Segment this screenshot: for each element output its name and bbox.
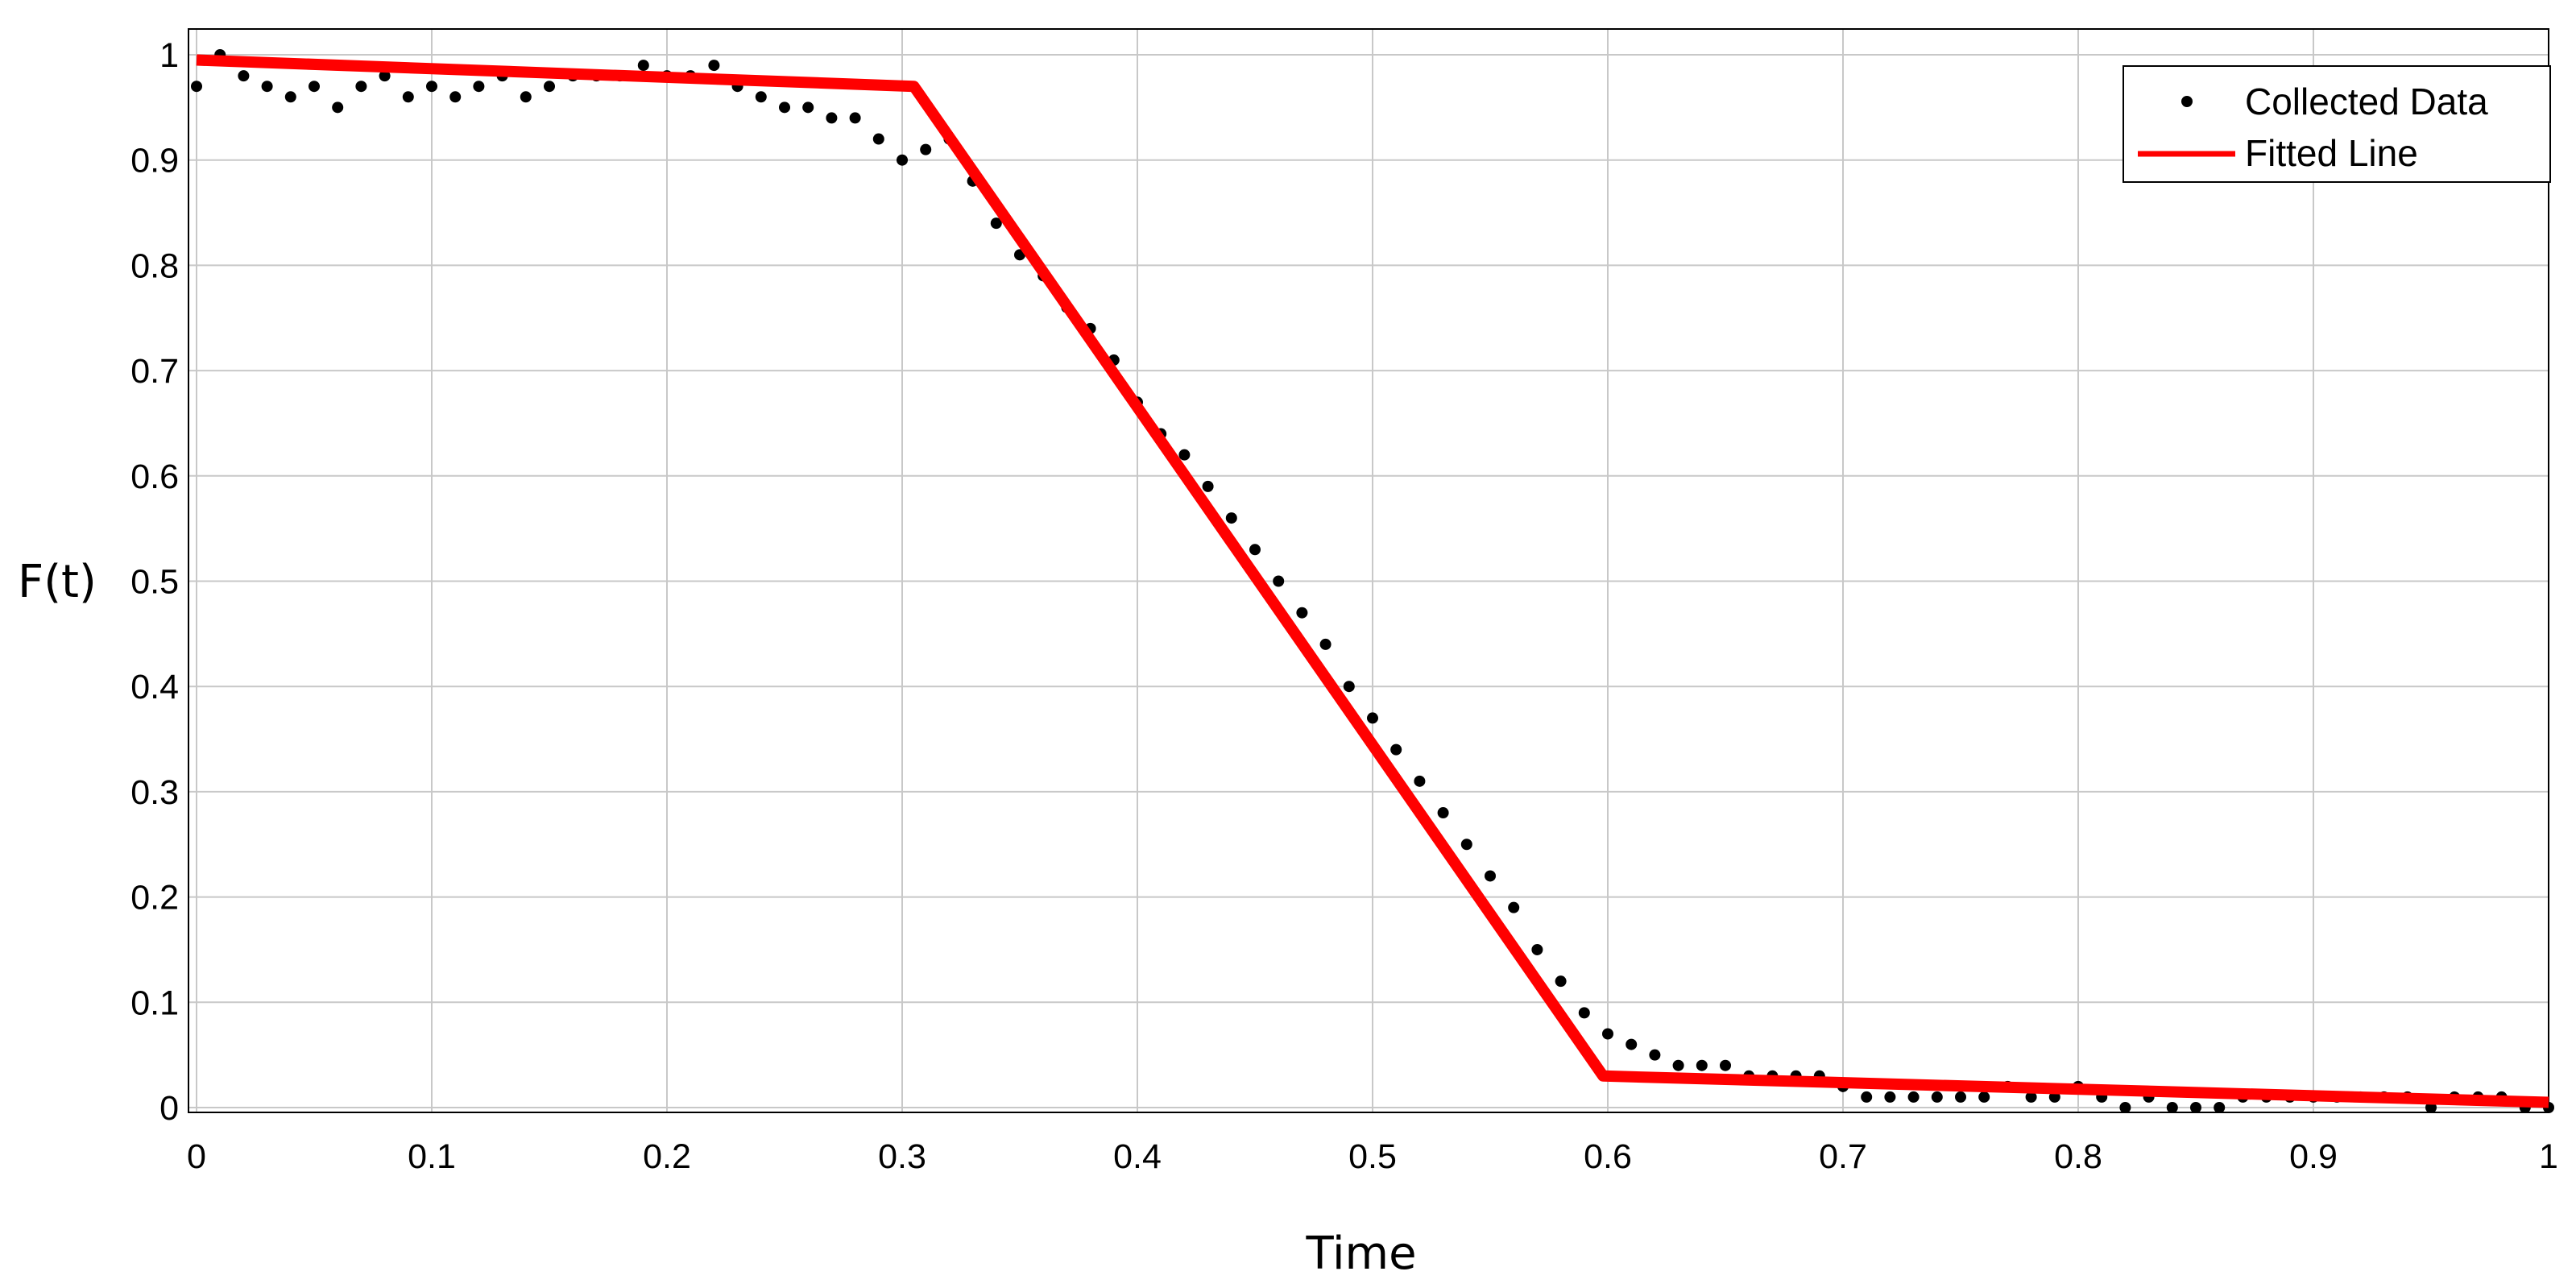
data-point xyxy=(2025,1091,2037,1103)
y-tick-label: 0.8 xyxy=(130,246,179,285)
data-point xyxy=(1414,775,1426,787)
legend-marker-collected-data xyxy=(2181,96,2193,107)
data-point xyxy=(1720,1059,1731,1071)
data-point xyxy=(544,81,555,93)
data-point xyxy=(872,133,884,145)
data-point xyxy=(2166,1102,2178,1113)
data-point xyxy=(1437,807,1449,819)
y-tick-label: 0.4 xyxy=(130,668,179,706)
x-tick-label: 0.3 xyxy=(878,1137,926,1176)
data-point xyxy=(238,70,250,82)
y-gridlines xyxy=(188,54,2549,1108)
data-point xyxy=(1696,1059,1708,1071)
data-point xyxy=(284,91,296,103)
plot-area xyxy=(188,29,2549,1112)
data-point xyxy=(1602,1028,1613,1040)
data-point xyxy=(1460,839,1472,851)
data-point xyxy=(708,60,720,72)
data-point xyxy=(755,91,767,103)
legend-label-fitted-line: Fitted Line xyxy=(2245,132,2418,174)
data-point xyxy=(379,70,391,82)
y-tick-label: 0.7 xyxy=(130,352,179,391)
data-point xyxy=(1672,1059,1684,1071)
data-point xyxy=(1508,901,1520,913)
data-point xyxy=(1296,607,1308,619)
x-tick-label: 0.7 xyxy=(1819,1137,1867,1176)
x-tick-label: 0.4 xyxy=(1113,1137,1162,1176)
data-point xyxy=(779,101,790,114)
y-tick-label: 0.3 xyxy=(130,773,179,812)
x-axis-title: Time xyxy=(1305,1228,1416,1280)
data-point xyxy=(1178,449,1191,461)
data-point xyxy=(920,143,932,155)
fitted-line-path xyxy=(196,54,2549,1108)
plot-border xyxy=(188,28,2549,1113)
data-point xyxy=(1225,512,1237,524)
y-tick-label: 0.1 xyxy=(130,984,179,1022)
data-point xyxy=(849,112,861,124)
data-point xyxy=(426,81,437,93)
data-point xyxy=(1978,1091,1990,1103)
data-point xyxy=(2214,1102,2226,1113)
data-point xyxy=(1343,681,1355,693)
data-point xyxy=(1249,544,1261,556)
x-tick-label: 0.6 xyxy=(1584,1137,1632,1176)
data-point xyxy=(449,91,462,103)
data-point xyxy=(637,60,649,72)
fitted-line-series xyxy=(196,54,2549,1108)
data-point xyxy=(1531,943,1543,955)
y-tick-label: 0.5 xyxy=(130,563,179,602)
x-tick-label: 0.8 xyxy=(2054,1137,2102,1176)
y-tick-labels: 0 0.1 0.2 0.3 0.4 0.5 0.6 0.7 0.8 0.9 1 xyxy=(130,36,179,1128)
data-point xyxy=(1907,1091,1920,1103)
y-tick-label: 0.9 xyxy=(130,142,179,180)
data-point xyxy=(473,81,485,93)
data-point xyxy=(1626,1038,1638,1050)
data-point xyxy=(1861,1091,1873,1103)
data-point xyxy=(990,217,1002,230)
data-point xyxy=(2119,1102,2131,1113)
data-point xyxy=(1649,1049,1661,1061)
data-point xyxy=(826,112,838,124)
y-tick-label: 0 xyxy=(159,1089,179,1128)
data-point xyxy=(1319,638,1331,650)
legend-label-collected-data: Collected Data xyxy=(2245,81,2488,122)
data-point xyxy=(1273,575,1285,587)
x-tick-label: 0.5 xyxy=(1348,1137,1397,1176)
data-point xyxy=(1555,975,1567,988)
data-point xyxy=(1202,480,1214,492)
data-point xyxy=(1485,870,1496,882)
y-tick-label: 0.2 xyxy=(130,879,179,917)
data-point xyxy=(1367,712,1378,724)
x-tick-label: 1 xyxy=(2539,1137,2558,1176)
data-point xyxy=(1578,1007,1590,1019)
x-tick-label: 0.9 xyxy=(2289,1137,2338,1176)
y-tick-label: 0.6 xyxy=(130,458,179,496)
x-tick-label: 0.2 xyxy=(643,1137,691,1176)
data-point xyxy=(802,101,814,114)
data-point xyxy=(402,91,414,103)
x-tick-labels: 0 0.1 0.2 0.3 0.4 0.5 0.6 0.7 0.8 0.9 1 xyxy=(187,1137,2558,1176)
y-axis-title: F(t) xyxy=(18,556,97,608)
x-tick-label: 0.1 xyxy=(408,1137,456,1176)
data-point xyxy=(1884,1091,1896,1103)
data-point xyxy=(1955,1091,1966,1103)
y-tick-label: 1 xyxy=(159,36,179,75)
legend-box xyxy=(2123,65,2551,183)
data-point xyxy=(1931,1091,1943,1103)
data-point xyxy=(1390,743,1402,756)
x-tick-label: 0 xyxy=(187,1137,206,1176)
data-point xyxy=(261,81,273,93)
data-point xyxy=(520,91,532,103)
legend: Collected Data Fitted Line xyxy=(2123,65,2551,183)
data-point xyxy=(2190,1102,2201,1113)
data-point xyxy=(897,154,908,166)
data-point xyxy=(309,81,320,93)
data-point xyxy=(355,81,367,93)
data-point xyxy=(332,101,344,114)
data-point xyxy=(191,81,202,93)
